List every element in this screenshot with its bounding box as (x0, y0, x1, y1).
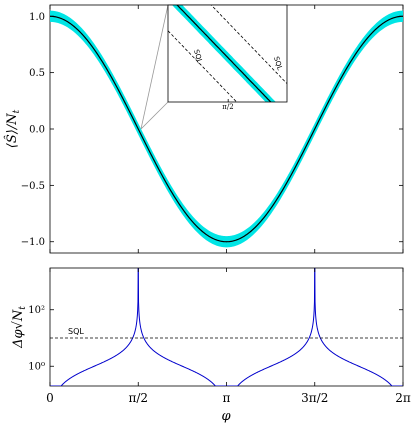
inset-sql-label-right: SQL (272, 56, 284, 72)
inset-x-tick-label: π/2 (222, 103, 233, 111)
x-tick-label: π (223, 391, 231, 405)
x-tick-label: 3π/2 (301, 391, 328, 405)
top-y-tick-label: 1.0 (29, 12, 45, 23)
bottom-y-label: Δφ√Nt (11, 306, 28, 349)
bottom-clip-group (50, 268, 403, 386)
bottom-panel: SQL 10⁰ 10² 0 π/2 π 3π/2 2π Δφ√Nt φ (11, 267, 411, 424)
inset-connector-bottom (140, 101, 169, 130)
top-y-tick-label: −0.5 (21, 181, 45, 192)
top-y-tick-label: −1.0 (21, 237, 45, 248)
inset: SQL SQL π/2 (167, 4, 288, 111)
uncertainty-series-segment (137, 268, 227, 386)
cos-series-line (49, 15, 404, 243)
uncertainty-series-segment (50, 268, 139, 386)
x-tick-label: π/2 (128, 391, 148, 405)
top-y-tick-label: 0.0 (29, 125, 45, 136)
sql-label: SQL (68, 327, 84, 336)
top-y-tick-label: 0.5 (29, 68, 45, 79)
inset-sql-line (210, 5, 287, 84)
phase-uncertainty-curve (50, 268, 403, 386)
bottom-y-ticks: 10⁰ 10² (28, 305, 403, 373)
top-y-label: ⟨Ŝ⟩/Nt (3, 109, 22, 148)
uncertainty-band (50, 10, 403, 248)
bottom-x-ticks: 0 π/2 π 3π/2 2π (46, 268, 411, 405)
uncertainty-series-segment (226, 268, 316, 386)
inset-content (168, 5, 287, 102)
bottom-plot-frame (49, 267, 404, 387)
inset-frame (167, 4, 288, 103)
bottom-y-tick-label: 10⁰ (28, 362, 45, 373)
band-area (50, 10, 403, 248)
inset-curve (176, 5, 272, 102)
bottom-y-tick-label: 10² (28, 305, 45, 316)
expectation-curve (49, 15, 404, 243)
inset-connector-top (140, 4, 169, 130)
top-panel: 1.0 0.5 0.0 −0.5 −1.0 ⟨Ŝ⟩/Nt SQL SQL π/2 (3, 4, 404, 254)
x-axis-label: φ (221, 409, 231, 424)
inset-sql-line (168, 30, 238, 102)
top-y-ticks: 1.0 0.5 0.0 −0.5 −1.0 (21, 12, 403, 248)
x-tick-label: 2π (395, 391, 411, 405)
uncertainty-series-segment (314, 268, 403, 386)
x-tick-label: 0 (46, 391, 54, 405)
inset-sql-label-left: SQL (192, 49, 204, 65)
inset-clip-group (168, 5, 287, 102)
